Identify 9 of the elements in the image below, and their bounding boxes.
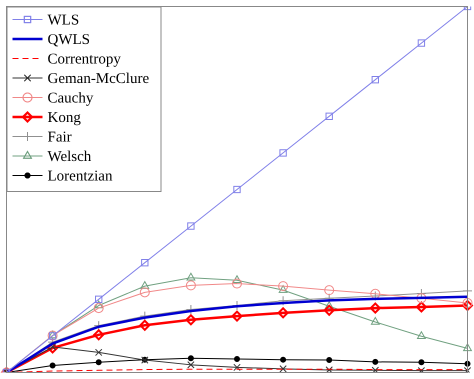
legend-label: QWLS <box>48 32 90 48</box>
legend-label: Kong <box>48 110 82 126</box>
legend-label: Lorentzian <box>48 168 113 184</box>
legend-label: Geman-McClure <box>48 70 150 87</box>
legend-label: WLS <box>48 12 80 28</box>
legend-label: Fair <box>48 129 72 146</box>
legend-label: Cauchy <box>48 90 94 106</box>
legend-label: Welsch <box>48 148 92 165</box>
legend-label: Correntropy <box>48 51 122 68</box>
